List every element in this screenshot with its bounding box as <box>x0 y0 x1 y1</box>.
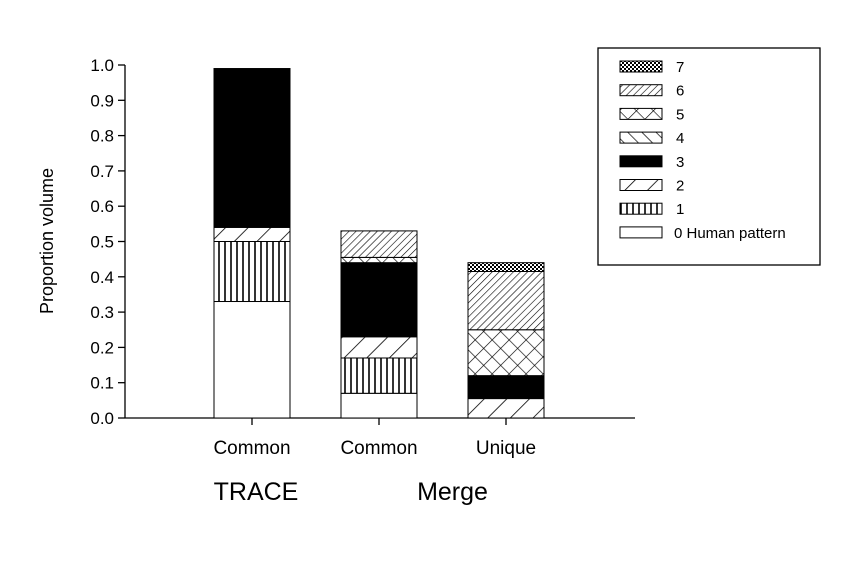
y-tick-label: 0.9 <box>90 91 114 110</box>
bar-segment-0-0 <box>213 301 291 419</box>
legend-label: 2 <box>676 178 684 195</box>
group-labels: TRACE Merge <box>214 478 488 506</box>
bar-segment-1-2 <box>340 336 418 359</box>
legend-swatch <box>619 84 663 97</box>
y-tick-label: 0.6 <box>90 197 114 216</box>
y-tick-label: 0.3 <box>90 303 114 322</box>
legend-label: 3 <box>676 154 684 171</box>
bar-segment-2-6 <box>467 271 545 331</box>
legend-label: 7 <box>676 59 684 76</box>
legend-swatch <box>619 60 663 73</box>
y-tick-label: 0.0 <box>90 409 114 428</box>
bar-segment-1-0 <box>340 392 418 419</box>
bars-layer <box>213 68 545 419</box>
y-tick-label: 0.7 <box>90 162 114 181</box>
bar-segment-0-2 <box>213 226 291 243</box>
y-tick-label: 0.1 <box>90 374 114 393</box>
bar-segment-2-7 <box>467 262 545 273</box>
x-category-label: Common <box>340 438 417 459</box>
legend-swatch <box>619 107 663 120</box>
legend-swatch <box>619 226 663 239</box>
y-tick-label: 0.8 <box>90 127 114 146</box>
bar-segment-0-1 <box>213 241 291 303</box>
bar-segment-1-5 <box>340 256 418 264</box>
bar-segment-2-2 <box>467 398 545 419</box>
legend-swatch <box>619 179 663 191</box>
x-category-label: Unique <box>476 438 536 459</box>
legend-label: 0 Human pattern <box>674 225 786 242</box>
y-axis-ticks: 0.0 0.1 0.2 0.3 0.4 0.5 0.6 0.7 0.8 0.9 1.0 <box>90 56 125 428</box>
legend-label: 6 <box>676 83 684 100</box>
group-label: Merge <box>417 478 488 506</box>
legend: 7 6 5 4 3 2 1 0 Human pattern <box>619 59 786 242</box>
legend-swatch <box>619 155 663 168</box>
legend-label: 5 <box>676 106 684 123</box>
bar-segment-1-3 <box>340 262 418 338</box>
bar-segment-1-6 <box>340 230 418 258</box>
x-category-label: Common <box>213 438 290 459</box>
bar-segment-0-3 <box>213 68 291 228</box>
bar-segment-2-5 <box>467 329 545 377</box>
legend-swatch <box>619 202 663 215</box>
legend-label: 4 <box>676 130 684 147</box>
category-labels: Common Common Unique <box>213 438 536 459</box>
y-tick-label: 0.4 <box>90 268 114 287</box>
x-axis-ticks <box>251 418 507 425</box>
group-label: TRACE <box>214 478 299 506</box>
bar-segment-2-3 <box>467 375 545 400</box>
bar-segment-1-1 <box>340 357 418 394</box>
y-tick-label: 0.5 <box>90 233 114 252</box>
y-axis-label: Proportion volume <box>37 168 57 314</box>
legend-swatch <box>619 131 663 144</box>
y-tick-label: 0.2 <box>90 338 114 357</box>
legend-label: 1 <box>676 201 684 218</box>
y-tick-label: 1.0 <box>90 56 114 75</box>
